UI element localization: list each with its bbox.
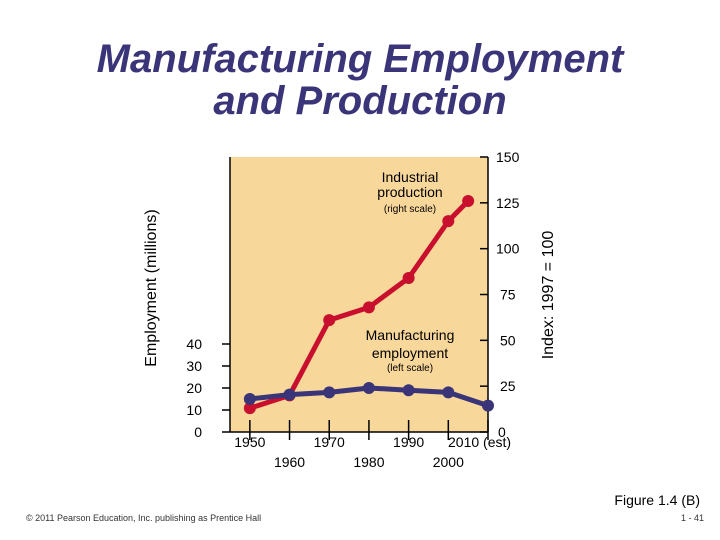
right-tick-label: 25 [500,378,516,394]
left-tick-label: 20 [186,380,202,396]
employment-point [243,393,256,405]
employment-point [442,386,455,399]
x-tick-label: 1980 [353,454,384,470]
slide-title-line2: and Production [213,79,507,123]
right-axis-title: Index: 1997 = 100 [540,231,557,360]
employment-point [402,384,415,397]
production-label-line1: Industrial [382,169,439,185]
production-point [243,402,256,415]
production-point [323,314,336,327]
left-tick-label: 30 [186,358,202,374]
employment-series [243,382,494,412]
x-tick-label: 1990 [393,434,424,450]
employment-label-line1: Manufacturing [366,327,455,343]
x-tick-label: 1970 [314,434,345,450]
production-scale-note: (right scale) [384,204,436,215]
employment-point [283,388,296,401]
series-lines [243,195,494,415]
right-tick-label: 150 [496,149,520,165]
x-tick-label: 2010 (est) [448,434,511,450]
right-tick-label: 125 [496,195,520,211]
employment-point [362,382,375,394]
plot-area [230,157,488,432]
production-label-line2: production [377,184,442,200]
left-axis-title: Employment (millions) [143,209,160,366]
right-tick-label: 75 [500,287,516,303]
x-tick-label: 1960 [274,454,305,470]
employment-point [323,386,336,399]
production-point [442,215,455,228]
slide-title-line1: Manufacturing Employment [96,37,624,81]
copyright-notice: © 2011 Pearson Education, Inc. publishin… [26,513,262,523]
x-tick-label: 1950 [234,434,265,450]
production-point [362,301,375,314]
right-tick-label: 100 [496,241,520,257]
x-gridlines [249,420,489,440]
employment-label-line2: employment [372,345,448,361]
right-tick-label: 0 [498,424,506,440]
figure-caption: Figure 1.4 (B) [614,492,700,508]
left-tick-label: 10 [186,402,202,418]
employment-scale-note: (left scale) [387,363,433,374]
right-tick-label: 50 [500,332,516,348]
production-point [462,195,475,207]
employment-point [482,399,494,412]
axes: 0 10 20 30 40 Employment (millions) 0 25 50 75 100… [143,149,557,470]
left-tick-label: 0 [194,424,202,440]
page-number: 1 - 41 [680,513,704,523]
left-tick-label: 40 [186,336,202,352]
x-tick-label: 2000 [433,454,464,470]
production-point [402,272,415,284]
